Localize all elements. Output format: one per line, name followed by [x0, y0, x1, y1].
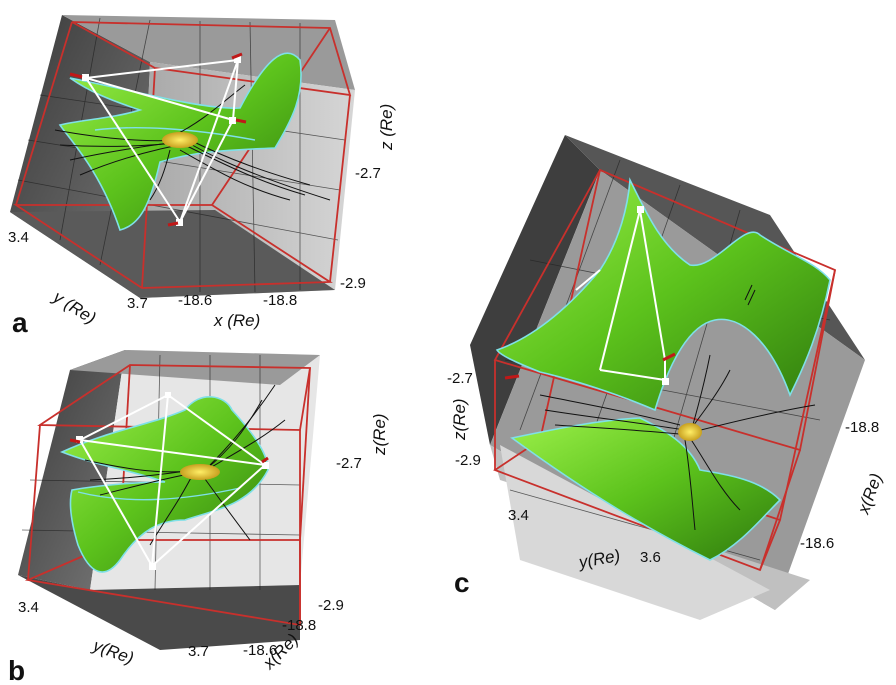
box-floor	[18, 575, 300, 650]
x-tick-1: -18.6	[243, 642, 277, 659]
y-tick-2: 3.7	[188, 643, 209, 660]
surface-sheet-lower	[510, 417, 782, 561]
spacecraft-markers	[69, 52, 247, 227]
y-tick-1: 3.4	[508, 507, 529, 524]
surface-sheet-upper	[495, 177, 831, 412]
panel-b: 3.4 3.7 y(Re) -18.6 -18.8 x(Re) -2.9 -2.…	[8, 350, 389, 685]
z-axis-label: z(Re)	[450, 398, 469, 441]
z-tick-1: -2.7	[447, 370, 473, 387]
box-floor-light	[500, 445, 770, 620]
z-axis-label: z (Re)	[377, 104, 396, 151]
panel-a: 3.4 3.7 y (Re) -18.6 -18.8 x (Re) -2.9 -…	[8, 15, 396, 338]
x-tick-2: -18.8	[263, 292, 297, 309]
panel-c: -2.7 -2.9 z(Re) 3.4 3.6 y(Re) -18.8 -18.…	[447, 135, 886, 620]
panel-letter-c: c	[454, 567, 470, 598]
spacecraft-markers	[69, 392, 269, 570]
z-tick-2: -2.9	[455, 452, 481, 469]
y-tick-1: 3.4	[8, 229, 29, 246]
box-top-wall	[70, 350, 320, 385]
z-tick-1: -2.9	[340, 275, 366, 292]
spacecraft-tetrahedron	[79, 394, 266, 567]
y-axis-label: y (Re)	[49, 287, 99, 328]
y-tick-2: 3.7	[127, 295, 148, 312]
current-core	[162, 132, 198, 148]
y-axis-label: y(Re)	[90, 636, 136, 668]
x-axis-label: x (Re)	[213, 311, 260, 330]
x-tick-1: -18.6	[178, 292, 212, 309]
panel-letter-b-visible: b	[8, 655, 25, 685]
z-tick-2: -2.7	[336, 455, 362, 472]
z-tick-2: -2.7	[355, 165, 381, 182]
spacecraft-markers	[504, 206, 676, 385]
current-core	[678, 423, 702, 441]
z-axis-label: z(Re)	[370, 413, 389, 456]
x-tick-2: -18.6	[800, 535, 834, 552]
surface-sheet	[59, 396, 269, 573]
y-tick-2: 3.6	[640, 549, 661, 566]
surface-ridge	[94, 126, 256, 141]
z-tick-1: -2.9	[318, 597, 344, 614]
spacecraft-tetrahedron	[85, 59, 239, 223]
panel-letter-a: a	[12, 307, 28, 338]
x-tick-2: -18.8	[282, 617, 316, 634]
y-tick-1: 3.4	[18, 599, 39, 616]
box-left-wall	[470, 135, 600, 445]
current-core	[180, 464, 220, 480]
box-floor	[10, 210, 335, 298]
x-axis-label: x(Re)	[854, 471, 886, 517]
x-tick-1: -18.8	[845, 419, 879, 436]
spacecraft-tetrahedron	[575, 209, 666, 381]
